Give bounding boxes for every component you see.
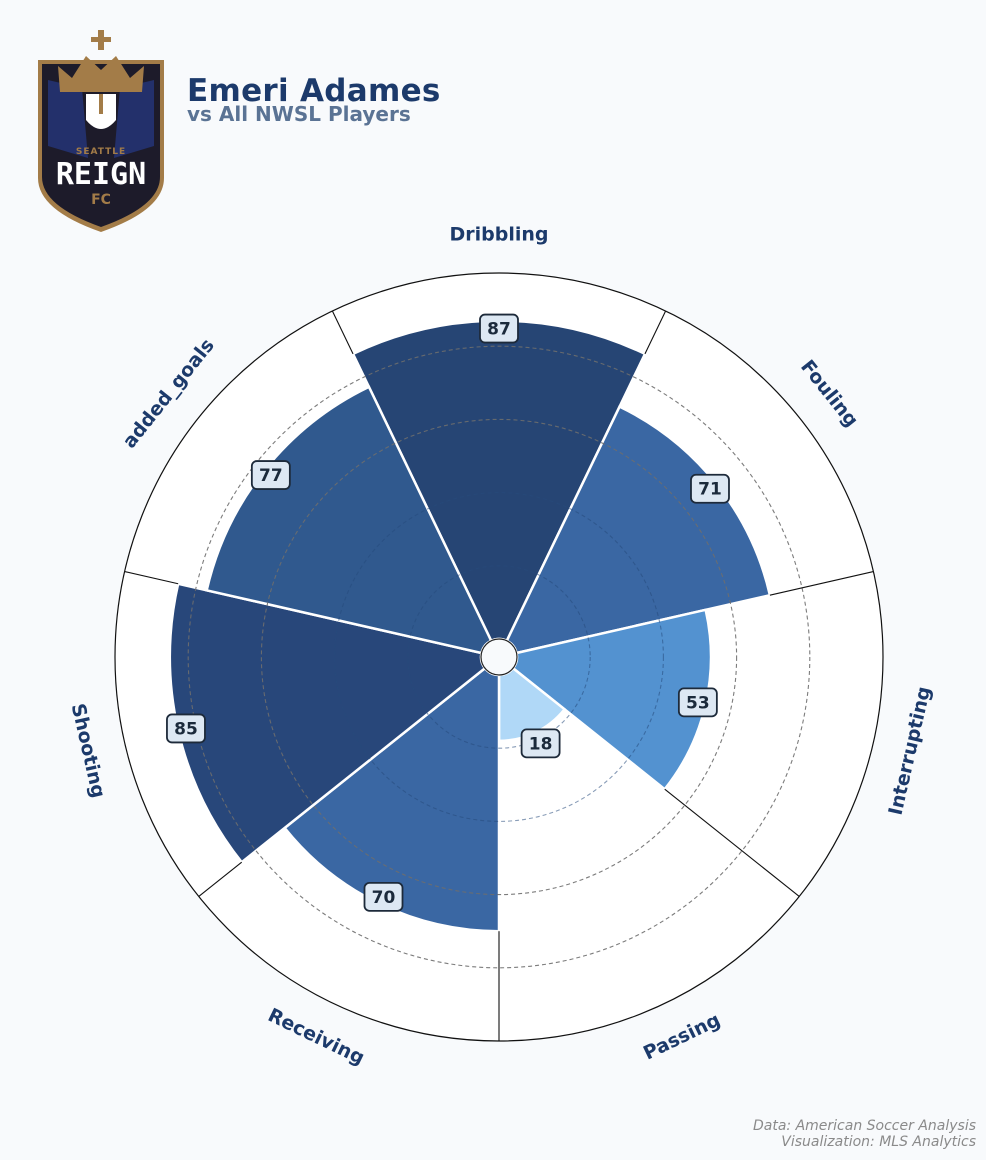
- team-logo: SEATTLE REIGN FC: [38, 30, 164, 232]
- visualization-credit-note: Visualization: MLS Analytics: [781, 1134, 976, 1150]
- value-label-box: [166, 713, 206, 744]
- value-label-text: 70: [372, 888, 396, 908]
- value-label-text: 77: [259, 466, 283, 486]
- sector-divider: [331, 310, 354, 355]
- comparison-subtitle: vs All NWSL Players: [187, 102, 411, 126]
- logo-text-top: SEATTLE: [76, 147, 126, 157]
- value-label-box: [690, 473, 730, 504]
- category-label-fouling: Fouling: [796, 356, 862, 431]
- value-label-dribbling: 87: [479, 313, 519, 344]
- category-label-shooting: Shooting: [67, 702, 110, 801]
- center-hole: [480, 638, 518, 676]
- sector-divider: [664, 788, 800, 897]
- logo-text-main: REIGN: [56, 157, 146, 192]
- value-label-text: 71: [698, 480, 722, 500]
- data-source-note: Data: American Soccer Analysis: [752, 1118, 976, 1134]
- crest-rays-right: [114, 80, 154, 158]
- grid-ring-80: [187, 345, 811, 969]
- value-label-box: [520, 728, 561, 759]
- crown-cross: [91, 30, 111, 50]
- sector-divider: [769, 571, 874, 596]
- category-label-interrupting: Interrupting: [885, 684, 936, 817]
- value-label-box: [363, 881, 404, 912]
- value-label-interrupting: 53: [677, 687, 718, 718]
- value-label-text: 18: [529, 734, 553, 754]
- grid-ring-20: [407, 565, 591, 749]
- value-label-passing: 18: [520, 728, 561, 759]
- grid-ring-60: [260, 418, 738, 896]
- value-label-fouling: 71: [690, 473, 730, 504]
- sector-divider: [124, 571, 179, 585]
- sector-divider: [198, 861, 243, 897]
- category-label-passing: Passing: [640, 1009, 724, 1065]
- logo-text-bottom: FC: [91, 192, 111, 208]
- value-label-receiving: 70: [363, 881, 404, 912]
- value-label-text: 53: [686, 693, 710, 713]
- value-label-box: [677, 687, 718, 718]
- grid-ring-40: [334, 492, 664, 822]
- crown-icon: [58, 56, 144, 92]
- queen-nose: [99, 94, 103, 114]
- category-label-dribbling: Dribbling: [449, 224, 548, 246]
- crest-rays-left: [48, 80, 88, 158]
- player-name-title: Emeri Adames: [187, 73, 441, 109]
- value-label-text: 85: [174, 719, 198, 739]
- category-label-receiving: Receiving: [264, 1004, 367, 1069]
- value-label-box: [250, 460, 291, 490]
- value-label-shooting: 85: [166, 713, 206, 744]
- sector-divider: [644, 310, 667, 355]
- value-label-box: [479, 313, 519, 344]
- value-label-text: 87: [487, 320, 511, 340]
- value-label-added-goals: 77: [250, 460, 291, 490]
